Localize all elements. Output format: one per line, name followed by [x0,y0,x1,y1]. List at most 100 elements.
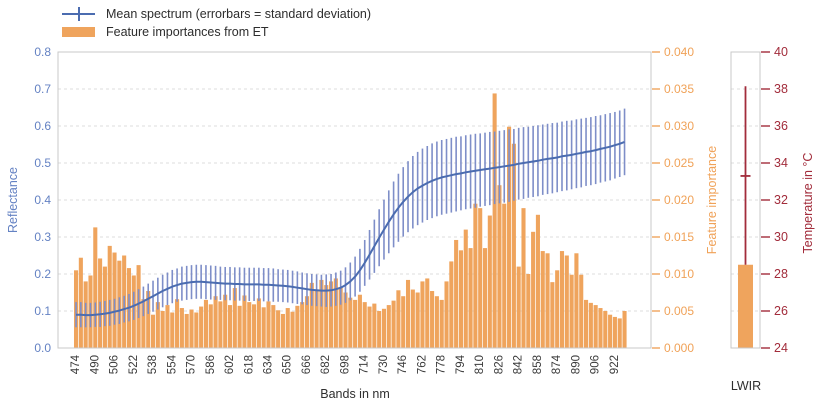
y-left-tick-label: 0.0 [34,341,51,355]
importance-bar [295,305,300,348]
x-tick-label: 634 [262,354,274,374]
importance-bar [521,208,526,348]
importance-bar [550,282,555,348]
importance-bar [276,310,281,348]
importance-bar [415,292,420,348]
y-temp-tick-label: 32 [774,193,788,207]
importance-bar [579,274,584,348]
importance-bar [386,305,391,348]
y-right-tick-label: 0.000 [664,341,694,355]
importance-bar [463,229,468,348]
x-tick-label: 538 [147,355,159,374]
x-tick-label: 858 [532,355,544,374]
y-right-tick-label: 0.025 [664,156,694,170]
importance-bar [328,281,334,348]
legend-label-feature-importances: Feature importances from ET [106,25,269,39]
importance-bar [343,292,348,348]
importance-bar [603,311,608,348]
x-tick-label: 714 [359,354,371,374]
importance-bar [107,245,112,348]
importance-bar [146,291,151,348]
y-right-tick-label: 0.040 [664,45,694,59]
importance-bar [199,306,204,348]
importance-bar [434,296,439,348]
importance-bar [410,289,415,348]
y-right-tick-label: 0.005 [664,304,694,318]
x-tick-label: 698 [339,355,351,374]
importance-bar [189,309,194,348]
importance-bar [372,303,377,348]
importance-bar [261,307,266,348]
importance-bar [179,308,184,348]
y-right-tick-label: 0.010 [664,267,694,281]
importance-bar [367,306,372,348]
importance-bar [93,227,98,348]
x-tick-label: 570 [186,355,198,374]
importance-bar [377,311,382,348]
mean-line [76,140,625,317]
importance-bar [511,143,516,348]
importance-bar [227,305,233,348]
y-left-tick-label: 0.6 [34,119,51,133]
x-tick-label: 490 [89,355,101,374]
y-right-tick-label: 0.020 [664,193,694,207]
x-tick-label: 778 [436,355,448,374]
importance-bar [569,274,574,348]
importance-bar [468,248,473,348]
importance-bar [574,253,579,348]
y-axis-title-feature-importance: Feature importance [705,145,719,255]
y-left-tick-label: 0.3 [34,230,51,244]
importance-bar [608,314,613,348]
y-axis-title-temperature: Temperature in °C [801,152,815,254]
importance-bar [309,282,314,348]
importance-bar [252,304,257,348]
importance-bar [507,126,512,349]
lwir-importance-bar [738,264,753,348]
x-tick-label: 586 [205,355,217,374]
y-left-tick-label: 0.2 [34,267,51,281]
y-temp-tick-label: 30 [774,230,788,244]
importance-bar [280,313,285,348]
x-tick-label: 794 [455,354,467,374]
importance-bar [300,302,305,348]
importance-bar [333,278,338,348]
x-tick-labels: 474 490 506 522 538 554 570 586 602 618 634 650 666 6… [70,354,621,374]
importance-bar [155,302,160,348]
importance-bar [430,291,435,348]
legend-item-feature-importances: Feature importances from ET [62,25,371,39]
importance-bar [324,285,329,348]
importance-bar [593,305,598,348]
importance-bar [617,318,622,348]
importance-bar [290,311,295,348]
y-left-tick-label: 0.8 [34,45,51,59]
importance-bar [425,278,430,348]
bar-swatch-icon [62,25,95,39]
bar-swatch-fill [62,27,95,37]
importance-bar [141,299,146,348]
importance-bar [194,312,199,348]
importance-bar [165,305,170,348]
importance-bar [208,304,213,348]
importance-bar [256,298,261,348]
importance-bar [473,203,478,348]
x-tick-label: 906 [590,355,602,374]
importance-bar [271,305,276,348]
importance-bar [612,316,617,348]
importance-bar [420,281,425,348]
importance-bar [184,313,189,348]
y-right-ticks: 0.000 0.005 0.010 0.015 0.020 0.025 0.030 0.035… [652,45,694,355]
importance-bar [444,281,449,348]
importance-bar [497,185,502,348]
importance-bar [545,253,550,348]
importance-bar [314,290,319,348]
x-tick-label: 602 [224,355,236,374]
y-temp-tick-label: 34 [774,156,788,170]
importance-bar [598,308,603,348]
importance-bar [304,296,310,348]
y-right-tick-label: 0.035 [664,82,694,96]
importance-bar [396,290,401,348]
importance-bar [353,299,358,348]
legend-label-mean-spectrum: Mean spectrum (errorbars = standard devi… [106,7,372,21]
